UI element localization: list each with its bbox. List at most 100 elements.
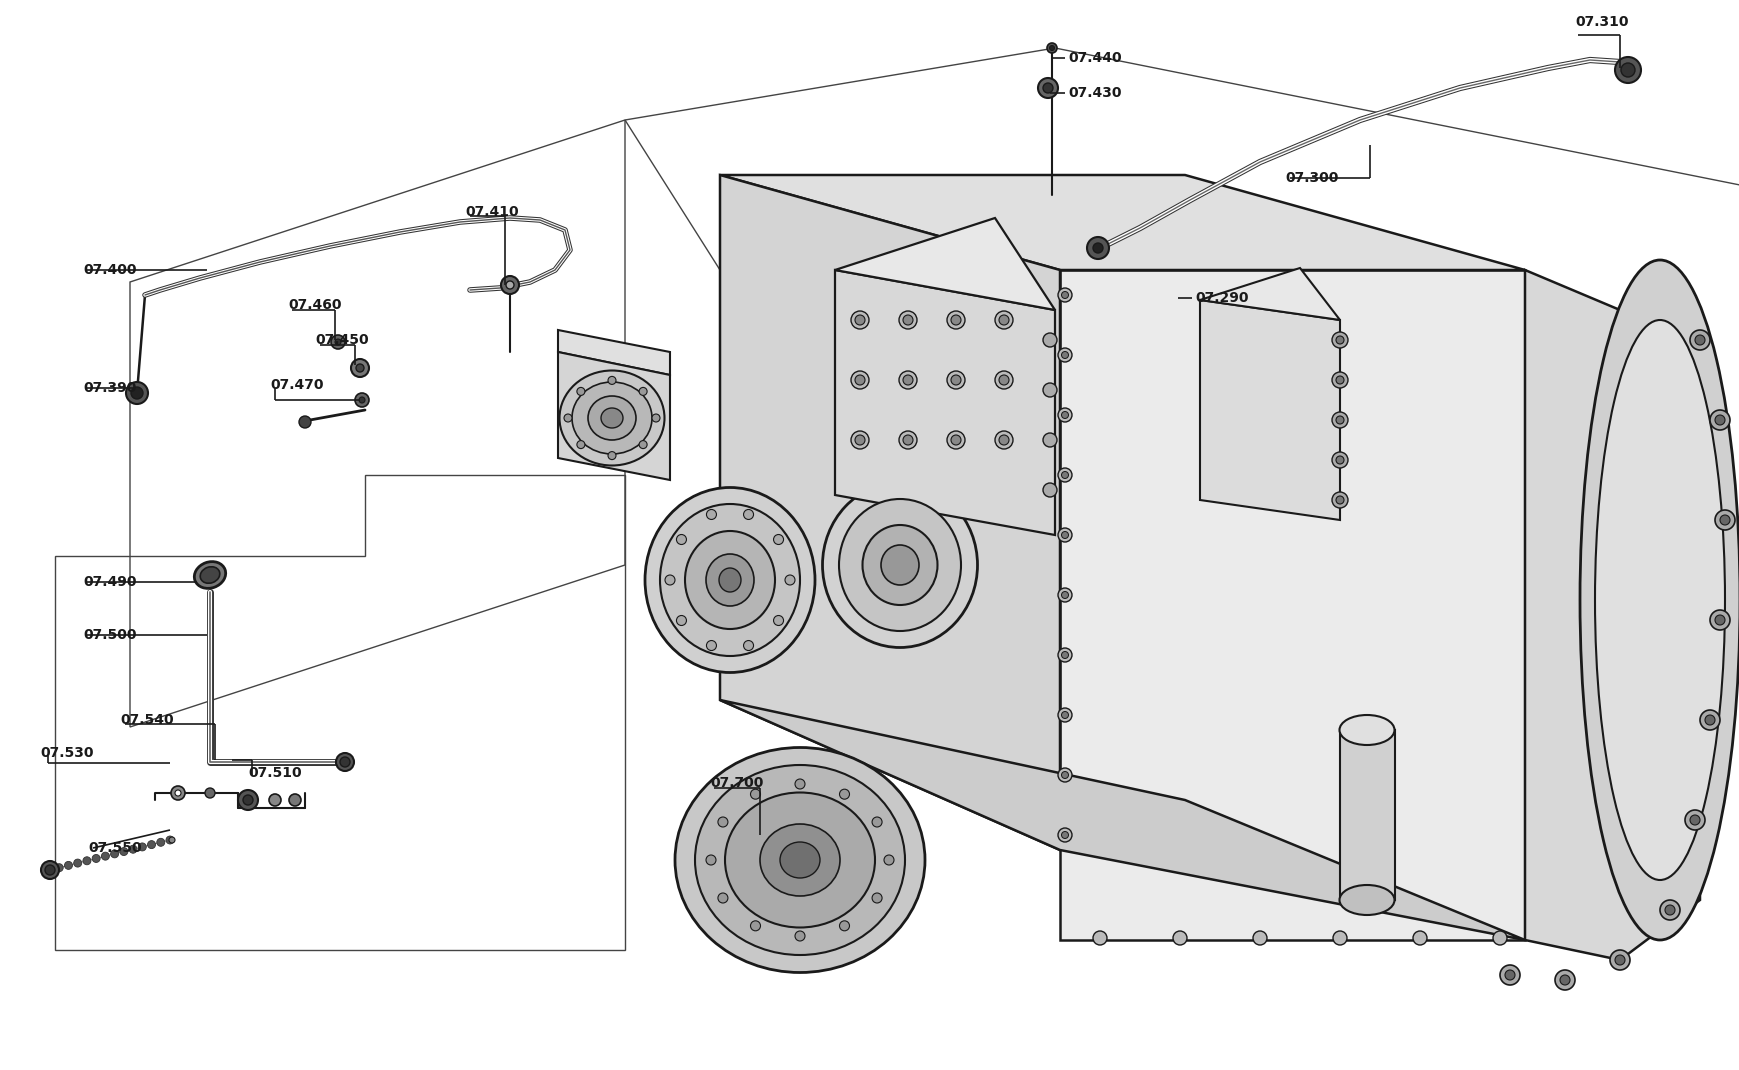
Circle shape: [871, 893, 882, 903]
Circle shape: [1092, 931, 1106, 945]
Circle shape: [129, 845, 137, 853]
Circle shape: [45, 866, 54, 874]
Circle shape: [706, 641, 716, 651]
Circle shape: [850, 311, 868, 328]
Circle shape: [1614, 956, 1624, 965]
Text: 07.530: 07.530: [40, 746, 94, 760]
Ellipse shape: [1339, 715, 1393, 745]
Circle shape: [1087, 236, 1108, 259]
Ellipse shape: [659, 504, 800, 656]
Circle shape: [1038, 78, 1057, 98]
Circle shape: [577, 441, 584, 448]
Circle shape: [995, 431, 1012, 449]
Circle shape: [1061, 532, 1068, 538]
Circle shape: [83, 857, 90, 865]
Circle shape: [1560, 975, 1569, 985]
Circle shape: [1715, 615, 1723, 625]
Circle shape: [270, 794, 280, 806]
Circle shape: [838, 921, 849, 931]
Circle shape: [351, 360, 369, 377]
Polygon shape: [720, 700, 1523, 941]
Circle shape: [899, 371, 916, 389]
Circle shape: [1172, 931, 1186, 945]
Circle shape: [563, 414, 572, 422]
Circle shape: [718, 817, 727, 827]
Circle shape: [1715, 415, 1723, 425]
Ellipse shape: [588, 396, 636, 440]
Circle shape: [501, 276, 518, 294]
Circle shape: [795, 779, 805, 789]
Circle shape: [1332, 452, 1348, 468]
Circle shape: [998, 374, 1009, 385]
Circle shape: [784, 575, 795, 585]
Circle shape: [743, 641, 753, 651]
Circle shape: [1057, 828, 1071, 842]
Ellipse shape: [685, 531, 774, 629]
Circle shape: [652, 414, 659, 422]
Circle shape: [1689, 815, 1699, 825]
Circle shape: [506, 281, 513, 289]
Circle shape: [774, 535, 783, 545]
Circle shape: [718, 893, 727, 903]
Circle shape: [1042, 333, 1056, 347]
Circle shape: [995, 311, 1012, 328]
Circle shape: [336, 339, 341, 345]
Circle shape: [299, 416, 311, 428]
Ellipse shape: [694, 765, 904, 956]
Circle shape: [706, 509, 716, 519]
Circle shape: [951, 315, 960, 325]
Circle shape: [243, 795, 252, 805]
Circle shape: [45, 865, 56, 875]
Circle shape: [1092, 243, 1103, 253]
Circle shape: [1709, 610, 1729, 630]
Polygon shape: [1200, 268, 1339, 320]
Circle shape: [1659, 900, 1680, 920]
Circle shape: [750, 790, 760, 799]
Circle shape: [1332, 332, 1348, 348]
Circle shape: [1332, 372, 1348, 388]
Circle shape: [1042, 383, 1056, 397]
Circle shape: [577, 387, 584, 396]
Text: 07.700: 07.700: [710, 776, 763, 790]
Ellipse shape: [725, 793, 875, 928]
Text: 07.460: 07.460: [289, 299, 341, 312]
Text: 07.490: 07.490: [83, 575, 136, 588]
Text: 07.400: 07.400: [83, 263, 136, 277]
Circle shape: [946, 371, 965, 389]
Circle shape: [130, 387, 143, 399]
Circle shape: [1057, 528, 1071, 542]
Circle shape: [205, 788, 216, 798]
Circle shape: [995, 371, 1012, 389]
Ellipse shape: [718, 568, 741, 592]
Polygon shape: [1523, 270, 1699, 960]
Circle shape: [946, 311, 965, 328]
Circle shape: [1057, 408, 1071, 422]
Circle shape: [64, 861, 73, 870]
Polygon shape: [1059, 270, 1523, 941]
Circle shape: [1061, 771, 1068, 779]
Circle shape: [42, 861, 59, 878]
Circle shape: [1704, 715, 1715, 725]
Polygon shape: [720, 175, 1059, 850]
Circle shape: [903, 315, 913, 325]
Circle shape: [339, 756, 350, 767]
Circle shape: [1715, 510, 1734, 530]
Circle shape: [148, 841, 155, 849]
Circle shape: [1609, 950, 1629, 970]
Ellipse shape: [838, 499, 960, 631]
Circle shape: [1061, 712, 1068, 718]
Text: 07.450: 07.450: [315, 333, 369, 347]
Circle shape: [137, 843, 146, 851]
Circle shape: [871, 817, 882, 827]
Circle shape: [1057, 468, 1071, 482]
Circle shape: [125, 382, 148, 404]
Circle shape: [1047, 43, 1056, 54]
Circle shape: [169, 837, 176, 843]
Polygon shape: [835, 270, 1054, 535]
Circle shape: [1057, 768, 1071, 782]
Circle shape: [1614, 57, 1640, 83]
Circle shape: [854, 374, 864, 385]
Circle shape: [92, 855, 101, 862]
Circle shape: [883, 855, 894, 865]
Circle shape: [330, 335, 344, 349]
